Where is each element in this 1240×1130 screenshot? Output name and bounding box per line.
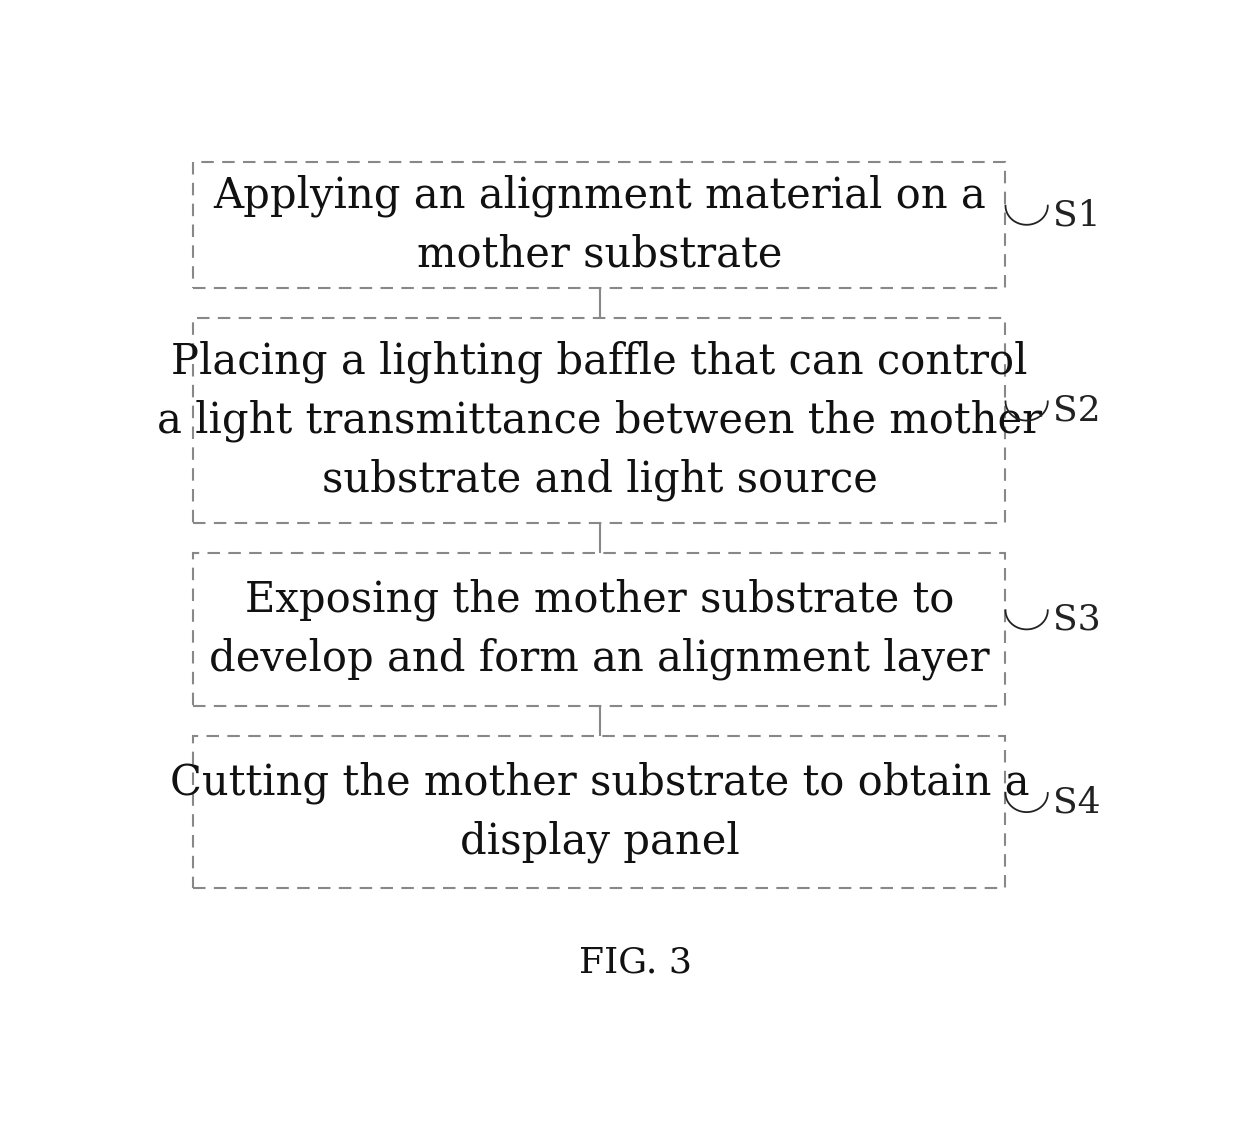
- FancyBboxPatch shape: [193, 319, 1006, 523]
- FancyBboxPatch shape: [193, 554, 1006, 705]
- FancyBboxPatch shape: [193, 162, 1006, 288]
- Text: S3: S3: [1053, 602, 1100, 637]
- FancyBboxPatch shape: [193, 736, 1006, 888]
- Text: FIG. 3: FIG. 3: [579, 946, 692, 980]
- Text: S2: S2: [1053, 394, 1100, 428]
- Text: S4: S4: [1053, 785, 1100, 819]
- Text: Cutting the mother substrate to obtain a
display panel: Cutting the mother substrate to obtain a…: [170, 762, 1029, 863]
- Text: Exposing the mother substrate to
develop and form an alignment layer: Exposing the mother substrate to develop…: [210, 579, 990, 680]
- Text: Placing a lighting baffle that can control
a light transmittance between the mot: Placing a lighting baffle that can contr…: [157, 340, 1042, 501]
- Text: Applying an alignment material on a
mother substrate: Applying an alignment material on a moth…: [213, 174, 986, 276]
- Text: S1: S1: [1053, 198, 1100, 232]
